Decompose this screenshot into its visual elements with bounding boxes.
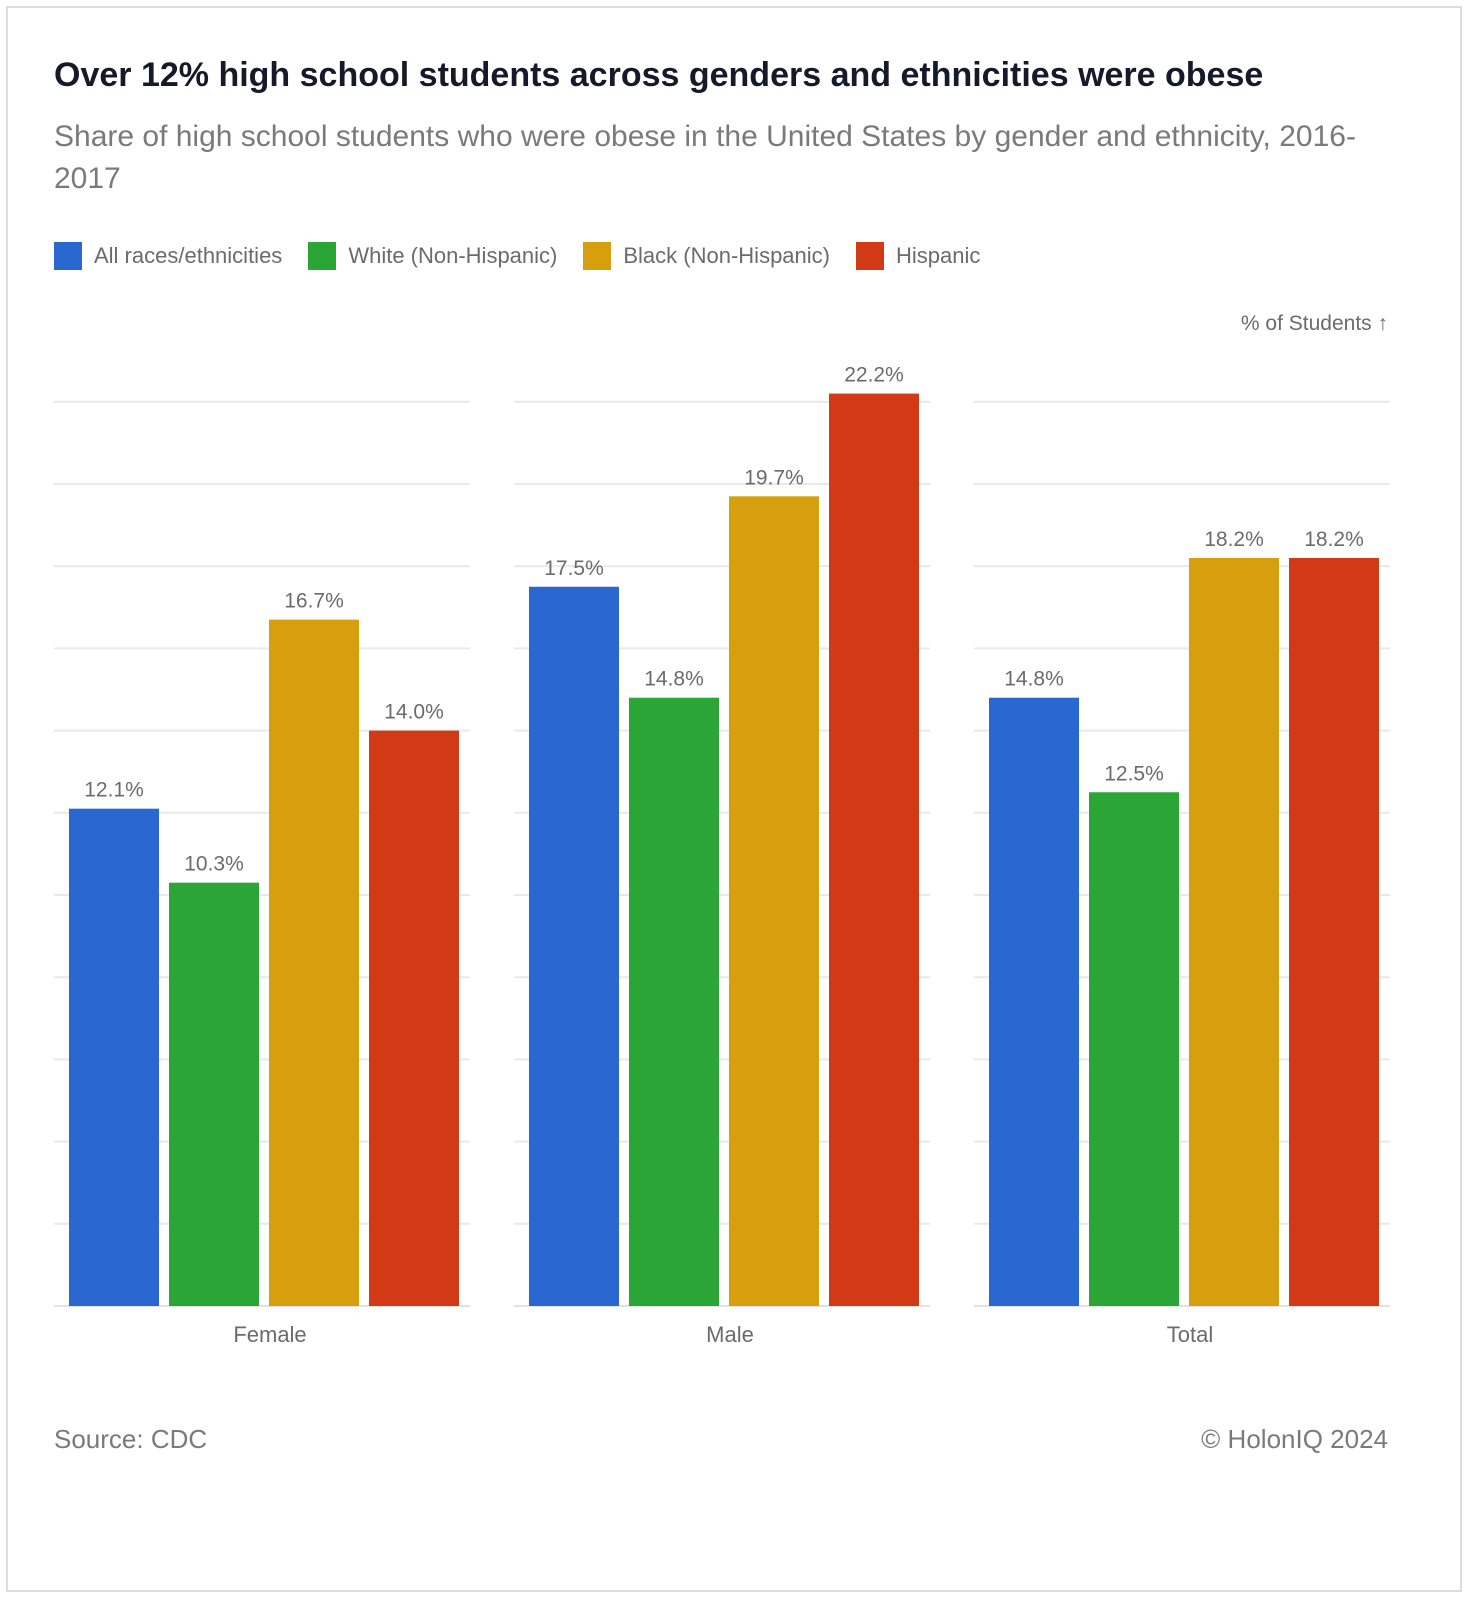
- legend-swatch: [54, 242, 82, 270]
- bar: [369, 730, 459, 1306]
- bar-chart: 12.1% 10.3% 16.7% 14.0% Female 17.5% 14.8% 19.7…: [54, 364, 1390, 1347]
- legend-label: Hispanic: [896, 243, 981, 268]
- legend-item: Black (Non-Hispanic): [583, 242, 830, 270]
- x-tick-label: Total: [1167, 1322, 1213, 1347]
- data-label: 16.7%: [284, 590, 344, 613]
- data-label: 14.0%: [384, 701, 444, 724]
- legend-item: All races/ethnicities: [54, 242, 282, 270]
- bar: [629, 697, 719, 1306]
- data-label: 14.8%: [644, 668, 704, 691]
- y-unit-label: % of Students ↑: [1240, 312, 1388, 335]
- legend-item: Hispanic: [856, 242, 980, 270]
- x-tick-label: Male: [706, 1322, 754, 1347]
- bar: [729, 496, 819, 1307]
- legend-swatch: [856, 242, 884, 270]
- source-note: Source: CDC: [54, 1424, 208, 1454]
- legend: All races/ethnicities White (Non-Hispanic…: [54, 242, 1006, 270]
- bar: [1089, 792, 1179, 1306]
- data-label: 10.3%: [184, 853, 244, 876]
- legend-swatch: [308, 242, 337, 270]
- bar: [169, 882, 259, 1306]
- legend-label: White (Non-Hispanic): [348, 243, 558, 268]
- bar: [829, 393, 919, 1307]
- copyright-note: © HolonIQ 2024: [1201, 1424, 1388, 1454]
- bar: [269, 619, 359, 1306]
- x-tick-label: Female: [233, 1322, 306, 1347]
- chart-title: Over 12% high school students across gen…: [54, 56, 1264, 94]
- data-label: 17.5%: [544, 557, 604, 580]
- bar: [1289, 557, 1379, 1306]
- bar: [529, 586, 619, 1306]
- bar: [1189, 557, 1279, 1306]
- data-label: 22.2%: [844, 364, 904, 387]
- data-label: 12.5%: [1104, 762, 1164, 785]
- data-label: 12.1%: [84, 779, 144, 802]
- data-label: 19.7%: [744, 466, 804, 489]
- legend-label: All races/ethnicities: [94, 243, 283, 268]
- data-label: 18.2%: [1204, 528, 1264, 551]
- data-label: 18.2%: [1304, 528, 1364, 551]
- legend-swatch: [583, 242, 612, 270]
- chart-subtitle: Share of high school students who were o…: [54, 120, 1356, 195]
- legend-item: White (Non-Hispanic): [308, 242, 557, 270]
- legend-label: Black (Non-Hispanic): [623, 243, 830, 268]
- bar: [989, 697, 1079, 1306]
- bar: [69, 808, 159, 1306]
- data-label: 14.8%: [1004, 668, 1064, 691]
